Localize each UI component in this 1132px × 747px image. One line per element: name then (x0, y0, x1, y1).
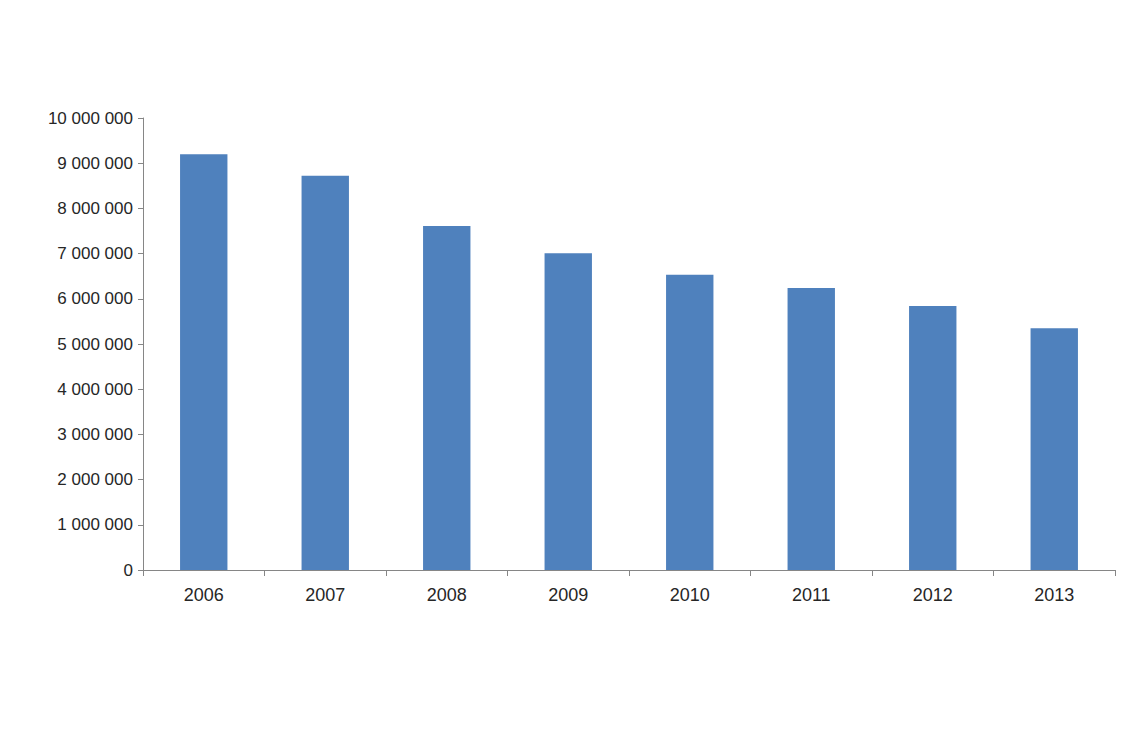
svg-text:10 000 000: 10 000 000 (48, 109, 133, 128)
svg-text:2013: 2013 (1034, 585, 1074, 605)
svg-text:2010: 2010 (670, 585, 710, 605)
svg-text:2007: 2007 (305, 585, 345, 605)
svg-text:1 000 000: 1 000 000 (57, 515, 133, 534)
svg-text:2 000 000: 2 000 000 (57, 470, 133, 489)
svg-text:2006: 2006 (184, 585, 224, 605)
svg-text:5 000 000: 5 000 000 (57, 335, 133, 354)
svg-text:8 000 000: 8 000 000 (57, 199, 133, 218)
svg-text:6 000 000: 6 000 000 (57, 289, 133, 308)
svg-text:2011: 2011 (792, 585, 831, 605)
svg-text:2008: 2008 (427, 585, 467, 605)
svg-text:9 000 000: 9 000 000 (57, 154, 133, 173)
svg-text:3 000 000: 3 000 000 (57, 425, 133, 444)
svg-text:2009: 2009 (548, 585, 588, 605)
svg-text:7 000 000: 7 000 000 (57, 244, 133, 263)
svg-text:2012: 2012 (913, 585, 953, 605)
svg-text:4 000 000: 4 000 000 (57, 380, 133, 399)
svg-text:0: 0 (124, 561, 133, 580)
